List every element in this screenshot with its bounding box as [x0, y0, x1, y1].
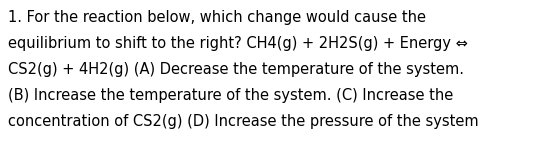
Text: concentration of CS2(g) (D) Increase the pressure of the system: concentration of CS2(g) (D) Increase the…	[8, 114, 479, 129]
Text: (B) Increase the temperature of the system. (C) Increase the: (B) Increase the temperature of the syst…	[8, 88, 453, 103]
Text: equilibrium to shift to the right? CH4(g) + 2H2S(g) + Energy ⇔: equilibrium to shift to the right? CH4(g…	[8, 36, 468, 51]
Text: 1. For the reaction below, which change would cause the: 1. For the reaction below, which change …	[8, 10, 426, 25]
Text: CS2(g) + 4H2(g) (A) Decrease the temperature of the system.: CS2(g) + 4H2(g) (A) Decrease the tempera…	[8, 62, 464, 77]
